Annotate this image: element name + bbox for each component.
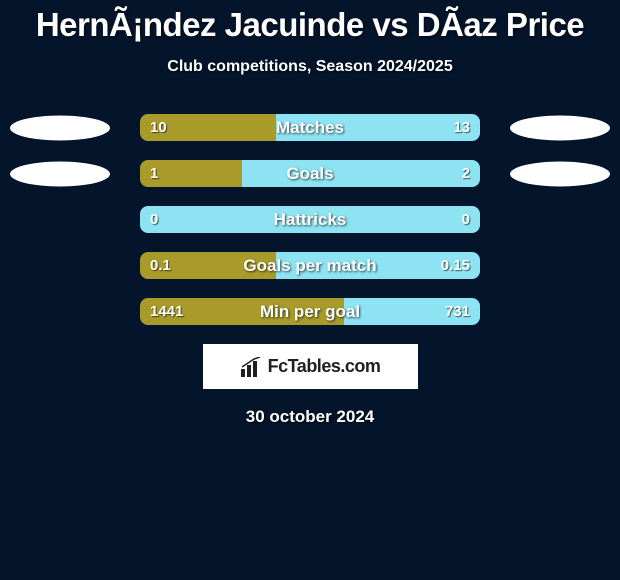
marker-right — [510, 115, 610, 140]
page-title: HernÃ¡ndez Jacuinde vs DÃ­az Price — [0, 0, 620, 44]
stat-row: 1013Matches — [0, 114, 620, 141]
stat-label: Goals — [140, 160, 480, 187]
marker-left — [10, 161, 110, 186]
brand-chart-icon — [240, 357, 262, 377]
stat-row: 00Hattricks — [0, 206, 620, 233]
subtitle: Club competitions, Season 2024/2025 — [0, 58, 620, 76]
brand-box: FcTables.com — [203, 344, 418, 389]
stat-label: Min per goal — [140, 298, 480, 325]
stat-row: 1441731Min per goal — [0, 298, 620, 325]
stat-label: Goals per match — [140, 252, 480, 279]
stat-label: Matches — [140, 114, 480, 141]
stat-label: Hattricks — [140, 206, 480, 233]
stat-row: 0.10.15Goals per match — [0, 252, 620, 279]
brand-text: FcTables.com — [268, 356, 381, 377]
stat-row: 12Goals — [0, 160, 620, 187]
date-line: 30 october 2024 — [0, 407, 620, 427]
marker-left — [10, 115, 110, 140]
stats-container: 1013Matches 12Goals 00Hattricks 0.10.15Goal… — [0, 114, 620, 325]
marker-right — [510, 161, 610, 186]
